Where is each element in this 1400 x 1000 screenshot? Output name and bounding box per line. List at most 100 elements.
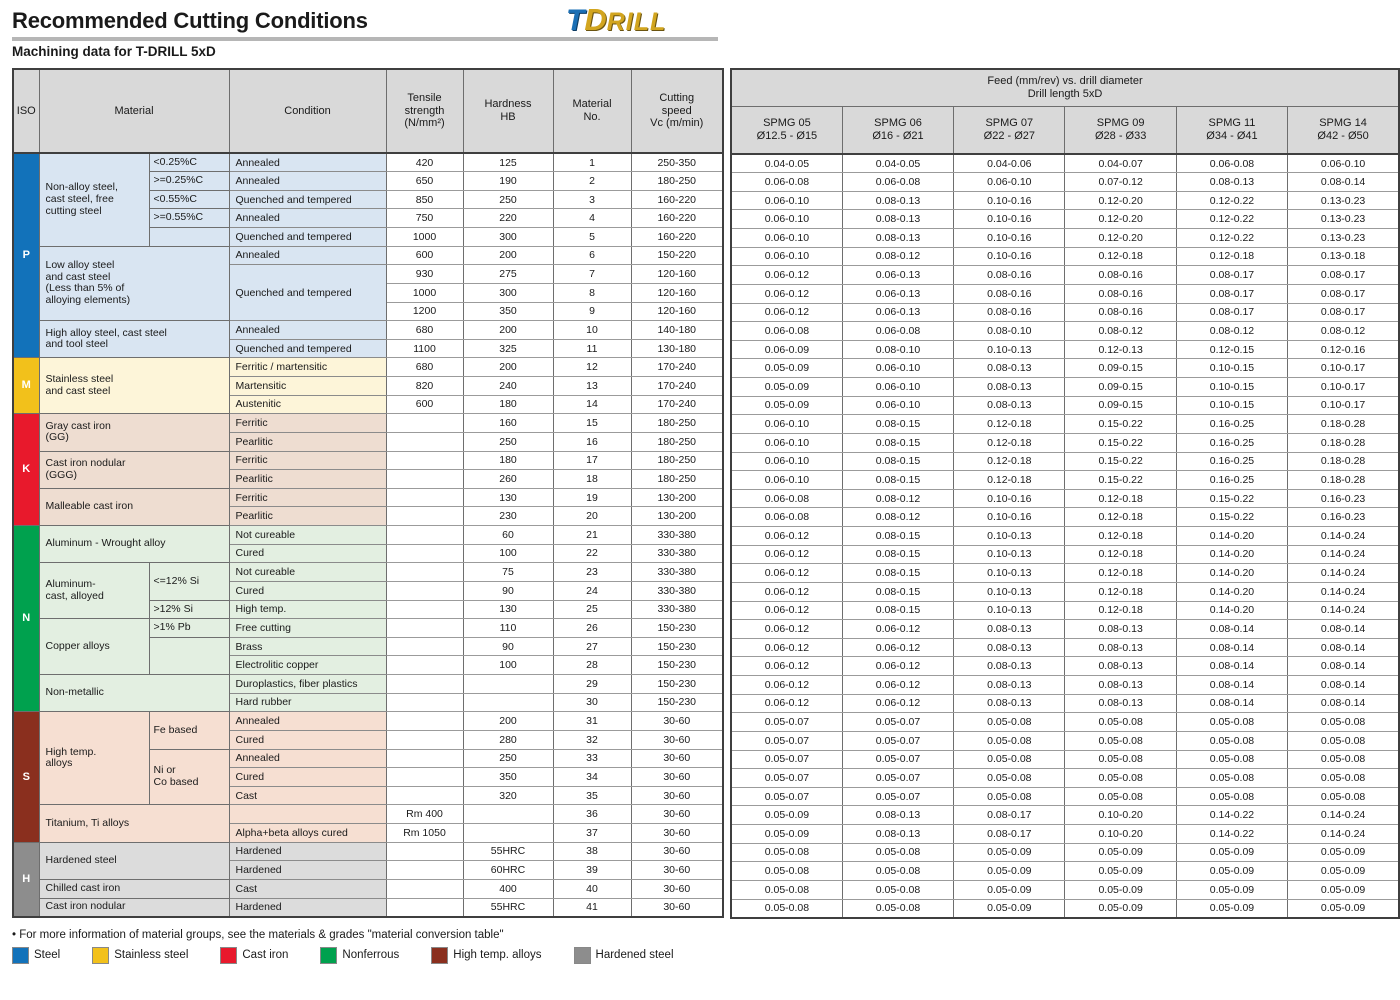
cutting-speed-cell: 150-230 — [630, 655, 724, 675]
hardness-cell: 200 — [462, 320, 554, 340]
hardness-cell: 260 — [462, 469, 554, 489]
cutting-speed-cell: 140-180 — [630, 320, 724, 340]
hardness-cell: 100 — [462, 655, 554, 675]
feed-cell: 0.08-0.13 — [953, 693, 1066, 714]
tensile-cell — [385, 692, 464, 713]
material-no-cell: 3 — [552, 189, 632, 210]
cutting-speed-cell: 30-60 — [630, 804, 724, 824]
condition-cell: Annealed — [228, 748, 387, 769]
iso-cell: K — [12, 413, 40, 526]
feed-cell: 0.13-0.23 — [1287, 190, 1400, 211]
feed-cell: 0.05-0.08 — [953, 730, 1066, 751]
feed-cell: 0.12-0.18 — [1175, 246, 1289, 267]
tensile-cell — [385, 562, 464, 582]
feed-cell: 0.10-0.13 — [953, 339, 1066, 360]
feed-cell: 0.16-0.25 — [1175, 414, 1289, 434]
material-no-cell: 31 — [552, 711, 632, 731]
feed-cell: 0.14-0.24 — [1287, 581, 1400, 602]
condition-cell: Ferritic — [228, 487, 387, 508]
feed-cell: 0.15-0.22 — [1175, 488, 1289, 509]
feed-col-header: SPMG 14 Ø42 - Ø50 — [1287, 106, 1400, 155]
material-no-cell: 4 — [552, 208, 632, 228]
feed-cell: 0.14-0.20 — [1175, 544, 1289, 565]
iso-cell: S — [12, 711, 40, 843]
feed-cell: 0.06-0.13 — [841, 283, 955, 304]
feed-row: 0.06-0.09 0.08-0.10 0.10-0.13 0.12-0.13 0.12… — [730, 339, 1400, 360]
feed-cell: 0.06-0.13 — [841, 265, 955, 285]
feed-title: Feed (mm/rev) vs. drill diameter Drill l… — [730, 68, 1400, 107]
feed-row: 0.05-0.07 0.05-0.07 0.05-0.08 0.05-0.08 0.05… — [730, 730, 1400, 751]
materials-table-header: ISO Material Condition Tensile strength … — [12, 68, 724, 154]
legend-swatch — [12, 946, 29, 964]
feed-cell: 0.08-0.12 — [1064, 321, 1177, 341]
material-sub-cell — [148, 227, 230, 247]
feed-row: 0.06-0.12 0.06-0.12 0.08-0.13 0.08-0.13 0.08… — [730, 693, 1400, 714]
feed-cell: 0.12-0.20 — [1064, 190, 1177, 211]
material-no-cell: 27 — [552, 636, 632, 657]
feed-cell: 0.06-0.09 — [730, 339, 843, 360]
material-cell: Titanium, Ti alloys — [38, 804, 230, 843]
material-row: S High temp. alloys Fe based Annealed 200 31 3… — [12, 711, 724, 843]
feed-cell: 0.08-0.13 — [953, 619, 1066, 639]
materials-table: ISO Material Condition Tensile strength … — [12, 68, 724, 918]
material-row: N Aluminum - Wrought alloy Not cureable 60 2… — [12, 524, 724, 713]
tensile-cell — [385, 618, 464, 638]
condition-cell: Hardened — [228, 897, 387, 918]
material-row: Martensitic 820 240 13 170-240 — [13, 376, 724, 396]
feed-cell: 0.06-0.12 — [730, 526, 843, 546]
material-row: Chilled cast iron Cast 400 40 30-60 — [13, 878, 724, 899]
feed-cell: 0.05-0.08 — [1175, 749, 1289, 770]
condition-cell: Not cureable — [228, 525, 387, 545]
hardness-cell: 180 — [462, 394, 554, 415]
feed-cell: 0.06-0.10 — [730, 470, 843, 490]
material-no-cell: 19 — [552, 487, 632, 508]
logo-letters-rill: RILL — [606, 8, 667, 36]
feed-cell: 0.06-0.12 — [841, 675, 955, 695]
cutting-speed-cell: 330-380 — [630, 525, 724, 545]
tensile-cell: 750 — [385, 208, 464, 228]
feed-cell: 0.05-0.08 — [953, 712, 1066, 732]
cutting-speed-cell: 330-380 — [630, 562, 724, 582]
feed-cell: 0.06-0.10 — [1287, 153, 1400, 174]
feed-cell: 0.05-0.09 — [1287, 898, 1400, 919]
feed-cell: 0.10-0.16 — [953, 488, 1066, 509]
feed-cell: 0.06-0.08 — [730, 321, 843, 341]
material-row: 1000 300 8 120-160 — [13, 282, 724, 303]
tensile-cell — [385, 413, 464, 433]
feed-cell: 0.05-0.09 — [1175, 898, 1289, 919]
tensile-cell — [385, 469, 464, 489]
tensile-header: Tensile strength (N/mm²) — [385, 68, 464, 154]
material-no-cell: 32 — [552, 729, 632, 750]
hardness-cell: 125 — [462, 152, 554, 173]
subtitle: Machining data for T-DRILL 5xD — [12, 44, 216, 59]
feed-row: 0.06-0.10 0.08-0.15 0.12-0.18 0.15-0.22 0.16… — [730, 451, 1400, 472]
feed-row: 0.06-0.12 0.08-0.15 0.10-0.13 0.12-0.18 0.14… — [730, 526, 1400, 546]
material-row: M Stainless steel and cast steel Ferritic … — [12, 357, 724, 415]
title-underline — [12, 37, 718, 41]
feed-cell: 0.05-0.09 — [1175, 861, 1289, 881]
material-cell: High alloy steel, cast steel and tool st… — [38, 320, 230, 359]
legend-swatch — [220, 946, 238, 964]
material-no-cell: 26 — [552, 618, 632, 638]
hardness-cell: 180 — [462, 450, 554, 471]
feed-cell: 0.05-0.08 — [1287, 768, 1400, 788]
tensile-cell — [385, 785, 464, 806]
legend-label: High temp. alloys — [453, 949, 542, 962]
condition-cell: Cured — [228, 729, 387, 750]
feed-cell: 0.10-0.16 — [953, 190, 1066, 211]
cutting-speed-cell: 330-380 — [630, 599, 724, 620]
condition-cell: Ferritic — [228, 413, 387, 433]
material-no-cell: 6 — [552, 245, 632, 266]
feed-cell: 0.12-0.22 — [1175, 209, 1289, 229]
feed-cell: 0.10-0.16 — [953, 209, 1066, 229]
feed-table: Feed (mm/rev) vs. drill diameter Drill l… — [730, 68, 1400, 919]
feed-cell: 0.15-0.22 — [1064, 451, 1177, 472]
material-row: 1200 350 9 120-160 — [13, 301, 724, 322]
feed-cell: 0.14-0.24 — [1287, 526, 1400, 546]
condition-cell: Pearlitic — [228, 431, 387, 452]
feed-cell: 0.06-0.12 — [730, 656, 843, 676]
feed-cell: 0.12-0.18 — [1064, 246, 1177, 267]
condition-cell: Hard rubber — [228, 692, 387, 713]
feed-cell: 0.08-0.10 — [953, 321, 1066, 341]
feed-cell: 0.12-0.18 — [1064, 600, 1177, 621]
